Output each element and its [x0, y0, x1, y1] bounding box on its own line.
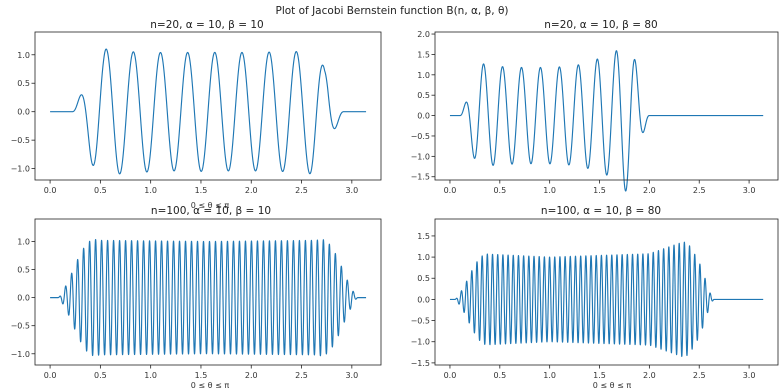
- y-tick-label: 1.0: [17, 237, 30, 246]
- y-tick-label: 0.5: [417, 91, 430, 100]
- y-tick-label: 1.0: [17, 51, 30, 60]
- y-tick-label: 1.5: [417, 232, 430, 241]
- y-tick-label: 0.5: [417, 274, 430, 283]
- x-axis-label: 0 ≤ θ ≤ π: [593, 381, 632, 390]
- x-tick-label: 2.0: [643, 371, 656, 380]
- y-tick-label: −0.5: [411, 132, 430, 141]
- data-series-line: [449, 241, 764, 357]
- y-tick-label: 1.0: [417, 253, 430, 262]
- x-tick-label: 2.0: [245, 186, 258, 195]
- x-tick-label: 3.0: [743, 186, 756, 195]
- y-tick-label: −1.0: [11, 165, 30, 174]
- axes-frame: [434, 31, 779, 181]
- y-tick-label: −1.0: [11, 350, 30, 359]
- subplot-n100-b10: n=100, α = 10, β = 10 0.0 0.5 1.0 1.5 2.0 2.5…: [11, 205, 382, 390]
- y-tick-label: 0.5: [17, 79, 30, 88]
- x-tick-label: 0.0: [444, 371, 457, 380]
- subplot-title: n=20, α = 10, β = 80: [544, 19, 657, 31]
- y-tick-label: −0.5: [411, 317, 430, 326]
- x-tick-label: 1.0: [144, 186, 157, 195]
- plot-area: 0.0 0.5 1.0 1.5 2.0 2.5 3.0 1.0 0.5 0.0 −0.5 −1.0: [11, 31, 382, 195]
- y-tick-label: −1.5: [411, 173, 430, 182]
- y-tick-label: −0.5: [11, 136, 30, 145]
- x-tick-label: 1.5: [195, 371, 208, 380]
- subplot-title: n=20, α = 10, β = 10: [150, 19, 263, 31]
- subplot-title: n=100, α = 10, β = 10: [151, 205, 271, 217]
- plot-area: 0.0 0.5 1.0 1.5 2.0 2.5 3.0 1.5 1.0 0.5 0.0 −0.5 −1.…: [411, 218, 779, 380]
- y-tick-label: −0.5: [11, 322, 30, 331]
- data-series-line: [49, 238, 367, 357]
- x-tick-label: 2.0: [245, 371, 258, 380]
- y-tick-label: −1.5: [411, 359, 430, 368]
- x-tick-label: 1.5: [195, 186, 208, 195]
- x-tick-label: 1.0: [543, 186, 556, 195]
- y-tick-label: 1.0: [417, 71, 430, 80]
- x-tick-label: 2.5: [295, 371, 308, 380]
- figure-title: Plot of Jacobi Bernstein function B(n, α…: [276, 5, 509, 17]
- subplot-title: n=100, α = 10, β = 80: [541, 205, 661, 217]
- y-tick-label: 0.5: [17, 266, 30, 275]
- axes-frame: [434, 218, 779, 366]
- y-tick-label: 0.0: [17, 294, 30, 303]
- x-tick-label: 2.0: [643, 186, 656, 195]
- y-tick-label: 0.0: [17, 108, 30, 117]
- x-tick-label: 0.0: [44, 186, 57, 195]
- x-tick-label: 1.5: [593, 371, 606, 380]
- y-tick-label: −1.0: [411, 338, 430, 347]
- x-tick-label: 0.0: [444, 186, 457, 195]
- y-tick-label: 0.0: [417, 295, 430, 304]
- data-series-line: [449, 50, 764, 192]
- y-tick-label: 2.0: [417, 30, 430, 39]
- subplot-n100-b80: n=100, α = 10, β = 80 0.0 0.5 1.0 1.5 2.0 2.5…: [411, 205, 779, 390]
- x-tick-label: 3.0: [345, 186, 358, 195]
- axes-frame: [34, 218, 382, 366]
- x-tick-label: 1.0: [144, 371, 157, 380]
- data-series-line: [49, 48, 367, 175]
- x-tick-label: 3.0: [743, 371, 756, 380]
- x-tick-label: 1.5: [593, 186, 606, 195]
- subplot-n20-b10: n=20, α = 10, β = 10 0.0 0.5 1.0 1.5 2.0 2.5 3…: [11, 19, 382, 210]
- plot-area: 0.0 0.5 1.0 1.5 2.0 2.5 3.0 2.0 1.5 1.0 0.5 0.0 −0.5…: [411, 30, 779, 195]
- x-tick-label: 0.5: [493, 186, 506, 195]
- subplot-n20-b80: n=20, α = 10, β = 80 0.0 0.5 1.0 1.5 2.0 2.5 3…: [411, 19, 779, 195]
- y-tick-label: −1.0: [411, 152, 430, 161]
- x-tick-label: 0.5: [94, 371, 107, 380]
- plot-area: 0.0 0.5 1.0 1.5 2.0 2.5 3.0 1.0 0.5 0.0 −0.5 −1.0: [11, 218, 382, 380]
- x-axis-label: 0 ≤ θ ≤ π: [191, 381, 230, 390]
- x-tick-label: 0.5: [493, 371, 506, 380]
- x-axis-label: 0 ≤ θ ≤ π: [191, 201, 230, 210]
- x-tick-label: 0.5: [94, 186, 107, 195]
- axes-frame: [34, 31, 382, 181]
- y-tick-label: 1.5: [417, 50, 430, 59]
- y-tick-label: 0.0: [417, 112, 430, 121]
- x-tick-label: 2.5: [693, 371, 706, 380]
- x-tick-label: 1.0: [543, 371, 556, 380]
- x-tick-label: 0.0: [44, 371, 57, 380]
- x-tick-label: 3.0: [345, 371, 358, 380]
- x-tick-label: 2.5: [693, 186, 706, 195]
- x-tick-label: 2.5: [295, 186, 308, 195]
